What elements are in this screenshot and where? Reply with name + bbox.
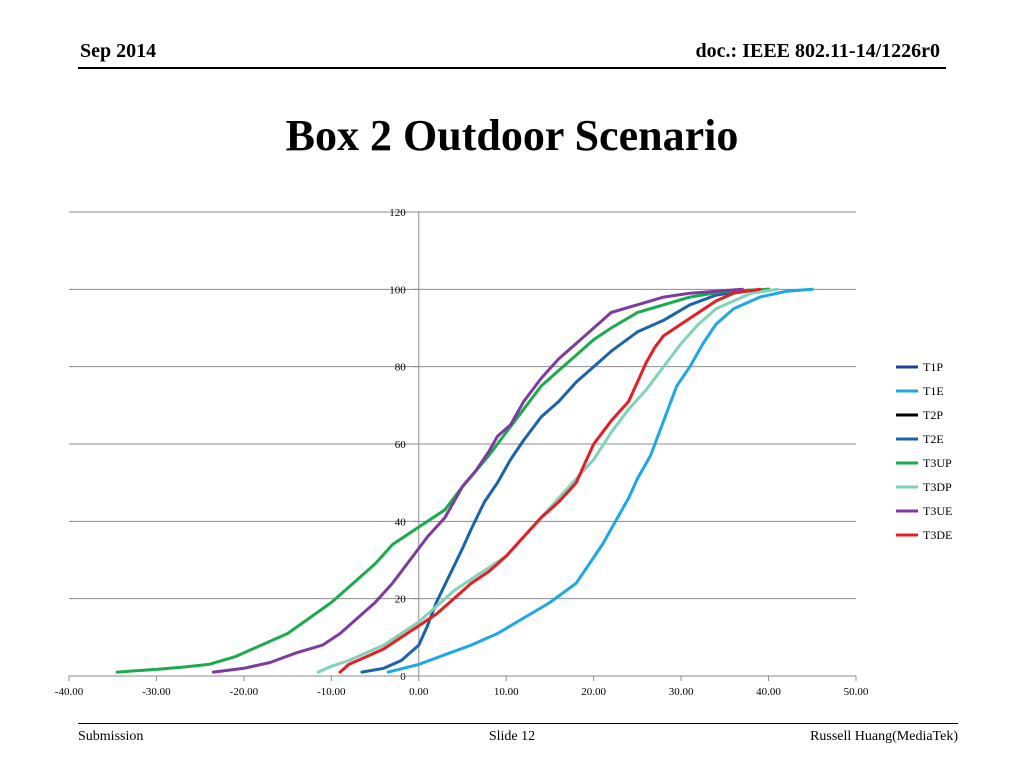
x-tick-label-5: 10.00 (494, 686, 519, 698)
header-doc-id: doc.: IEEE 802.11-14/1226r0 (695, 40, 940, 62)
y-tick-label-6: 120 (389, 207, 406, 219)
x-tick-label-8: 40.00 (756, 686, 781, 698)
legend-label-t1e: T1E (923, 384, 944, 398)
x-tick-label-7: 30.00 (669, 686, 694, 698)
x-tick-label-6: 20.00 (581, 686, 606, 698)
series-line-t1e (386, 287, 814, 674)
y-tick-label-5: 100 (389, 284, 406, 296)
y-tick-label-3: 60 (395, 439, 407, 451)
legend-label-t3de: T3DE (923, 528, 952, 542)
legend-label-t3ue: T3UE (923, 504, 952, 518)
x-tick-label-2: -20.00 (230, 686, 259, 698)
series-line-t3de (338, 287, 762, 674)
header-divider (78, 67, 946, 69)
x-tick-label-4: 0.00 (409, 686, 429, 698)
slide-title: Box 2 Outdoor Scenario (285, 111, 739, 160)
x-tick-label-1: -30.00 (142, 686, 171, 698)
x-tick-label-0: -40.00 (55, 686, 84, 698)
y-tick-label-1: 20 (395, 594, 407, 606)
series-line-t3up (115, 287, 771, 674)
legend-label-t2e: T2E (923, 432, 944, 446)
y-tick-label-0: 0 (400, 671, 406, 683)
legend-label-t3up: T3UP (923, 456, 952, 470)
footer-author: Russell Huang(MediaTek) (810, 729, 958, 744)
footer-slide-number: Slide 12 (488, 729, 536, 744)
series-line-t2e (360, 287, 771, 674)
legend-label-t3dp: T3DP (923, 480, 952, 494)
footer-divider (78, 723, 958, 724)
y-tick-label-2: 40 (395, 516, 407, 528)
y-tick-label-4: 80 (395, 362, 407, 374)
legend-label-t2p: T2P (923, 408, 943, 422)
footer-submission: Submission (78, 729, 144, 744)
header-date: Sep 2014 (80, 40, 157, 62)
legend-label-t1p: T1P (923, 360, 943, 374)
series-line-t3dp (316, 287, 779, 674)
x-tick-label-3: -10.00 (317, 686, 346, 698)
x-tick-label-9: 50.00 (844, 686, 869, 698)
series-line-t3ue (211, 287, 744, 674)
